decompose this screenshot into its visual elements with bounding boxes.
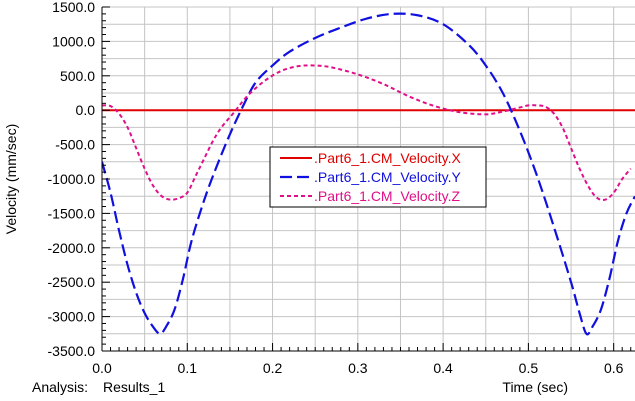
legend-entry: .Part6_1.CM_Velocity.X <box>314 150 461 166</box>
series-line-z <box>102 64 632 201</box>
y-tick-label: 0.0 <box>76 102 96 118</box>
y-tick-label: -3000.0 <box>48 309 96 325</box>
legend-entry: .Part6_1.CM_Velocity.Y <box>314 169 461 185</box>
y-tick-label: -2500.0 <box>48 274 96 290</box>
y-axis-title: Velocity (mm/sec) <box>3 124 19 234</box>
x-tick-label: 0.3 <box>348 360 368 376</box>
analysis-name: Results_1 <box>103 379 165 395</box>
legend: .Part6_1.CM_Velocity.X .Part6_1.CM_Veloci… <box>269 146 487 208</box>
legend-entry: .Part6_1.CM_Velocity.Z <box>314 188 460 204</box>
x-tick-label: 0.6 <box>604 360 624 376</box>
y-tick-label: -3500.0 <box>48 343 96 359</box>
series-line-y <box>102 12 635 336</box>
y-tick-label: 500.0 <box>60 68 95 84</box>
y-tick-label: -500.0 <box>55 137 95 153</box>
y-tick-label: -1500.0 <box>48 205 96 221</box>
x-tick-label: 0.5 <box>519 360 539 376</box>
y-tick-label: -2000.0 <box>48 240 96 256</box>
y-tick-label: 1500.0 <box>52 0 95 15</box>
x-tick-label: 0.0 <box>92 360 112 376</box>
y-tick-label: 1000.0 <box>52 33 95 49</box>
x-tick-label: 0.4 <box>433 360 453 376</box>
x-axis-title: Time (sec) <box>502 379 568 395</box>
x-tick-label: 0.1 <box>178 360 198 376</box>
analysis-label: Analysis: <box>32 379 88 395</box>
x-tick-label: 0.2 <box>263 360 283 376</box>
y-tick-label: -1000.0 <box>48 171 96 187</box>
